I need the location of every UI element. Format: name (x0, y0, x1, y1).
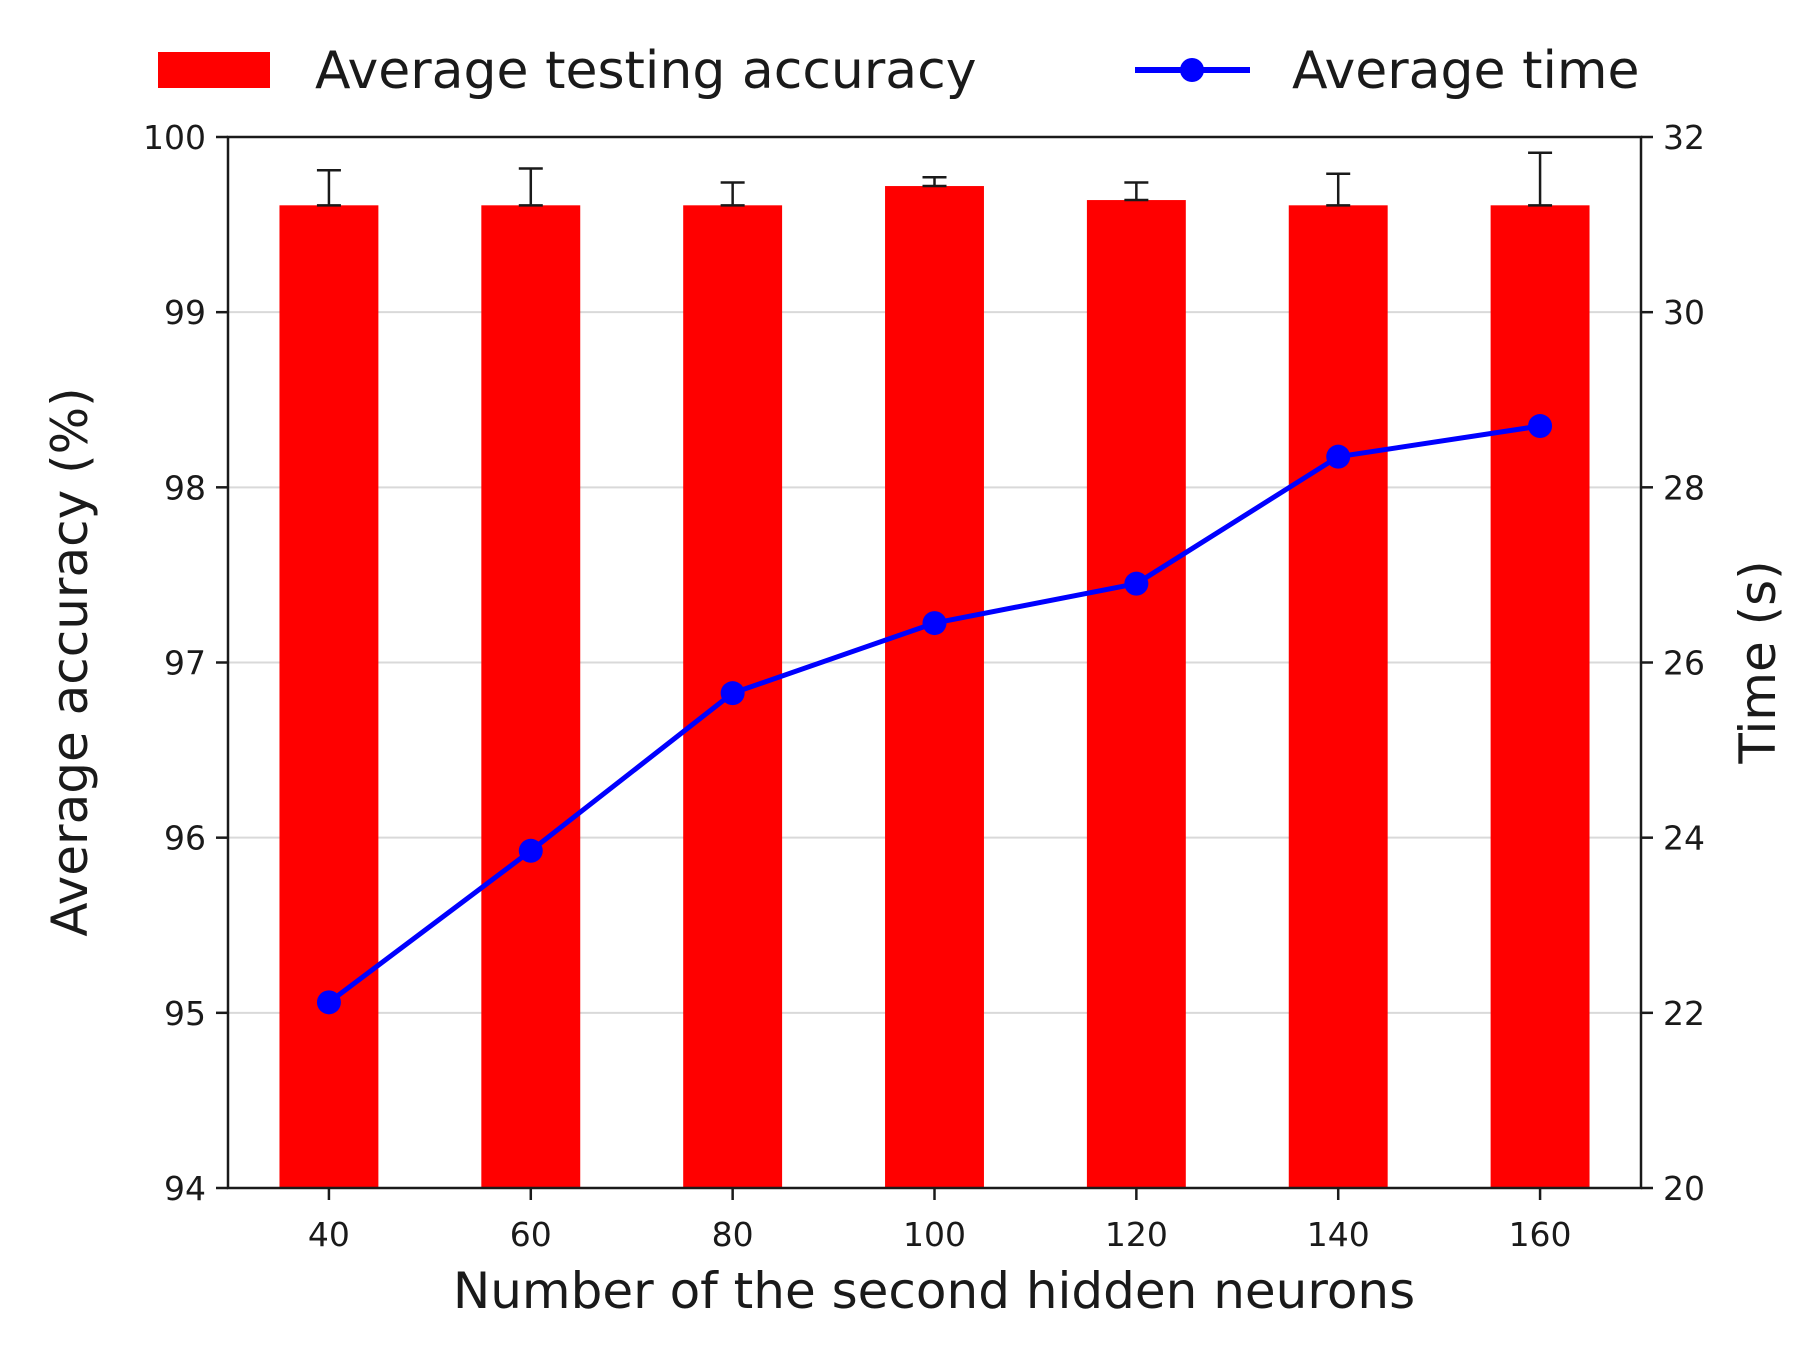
x-tick-label-120: 120 (1105, 1215, 1168, 1254)
time-point-160 (1528, 414, 1553, 439)
y2-tick-label-26: 26 (1663, 644, 1705, 683)
x-tick-label-160: 160 (1509, 1215, 1572, 1254)
y-axis-label: Average accuracy (%) (41, 387, 99, 936)
y2-tick-label-28: 28 (1663, 468, 1705, 507)
y2-tick-label-24: 24 (1663, 819, 1705, 858)
y-tick-label-95: 95 (164, 994, 206, 1033)
x-tick-label-100: 100 (903, 1215, 966, 1254)
axis-ticks: 94 95 96 97 98 99 100 20 22 24 26 28 30 32 40 60 80 100 12… (143, 118, 1705, 1254)
time-point-100 (922, 611, 947, 636)
time-point-40 (316, 990, 341, 1015)
y-tick-label-100: 100 (143, 118, 206, 157)
x-tick-label-60: 60 (510, 1215, 552, 1254)
time-point-60 (518, 838, 543, 863)
bar-120 (1086, 200, 1186, 1188)
time-series (316, 414, 1553, 1015)
legend-swatch-time-marker (1180, 58, 1204, 82)
bar-60 (481, 205, 581, 1188)
y-tick-label-94: 94 (164, 1169, 206, 1208)
time-point-140 (1326, 444, 1351, 469)
y-tick-label-96: 96 (164, 819, 206, 858)
x-axis-label: Number of the second hidden neurons (453, 1262, 1415, 1320)
y-tick-label-98: 98 (164, 468, 206, 507)
y2-tick-label-22: 22 (1663, 994, 1705, 1033)
error-bars (316, 151, 1553, 207)
x-tick-label-80: 80 (712, 1215, 754, 1254)
legend-label-accuracy: Average testing accuracy (315, 41, 976, 101)
bars (279, 186, 1590, 1189)
time-point-120 (1124, 571, 1149, 596)
bar-40 (279, 205, 379, 1188)
y2-axis-label: Time (s) (1729, 560, 1787, 764)
legend-swatch-accuracy (158, 52, 270, 88)
x-tick-label-140: 140 (1307, 1215, 1370, 1254)
legend: Average testing accuracy Average time (158, 41, 1640, 101)
y2-tick-label-32: 32 (1663, 118, 1705, 157)
x-tick-label-40: 40 (308, 1215, 350, 1254)
bar-160 (1490, 205, 1590, 1188)
bar-100 (885, 186, 984, 1189)
bar-140 (1288, 205, 1388, 1188)
time-point-80 (720, 681, 745, 706)
y-tick-label-99: 99 (164, 293, 206, 332)
y2-tick-label-30: 30 (1663, 293, 1705, 332)
legend-label-time: Average time (1292, 41, 1640, 101)
y2-tick-label-20: 20 (1663, 1169, 1705, 1208)
y-tick-label-97: 97 (164, 644, 206, 683)
